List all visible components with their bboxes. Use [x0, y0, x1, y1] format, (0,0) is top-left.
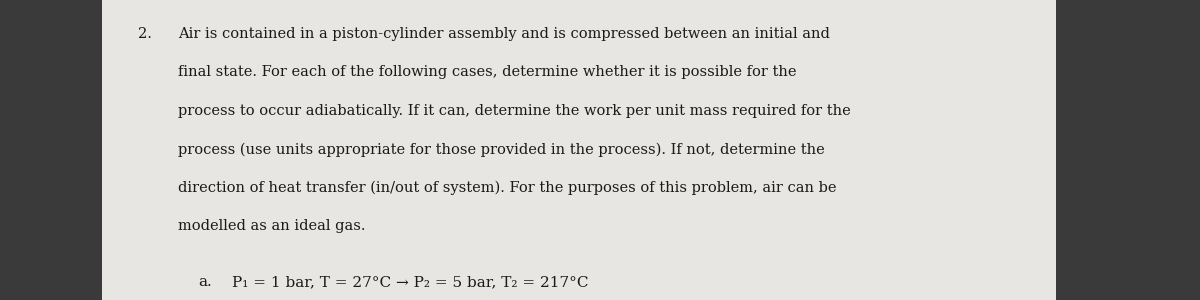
Text: process to occur adiabatically. If it can, determine the work per unit mass requ: process to occur adiabatically. If it ca… — [178, 104, 851, 118]
Text: modelled as an ideal gas.: modelled as an ideal gas. — [178, 219, 365, 233]
Text: process (use units appropriate for those provided in the process). If not, deter: process (use units appropriate for those… — [178, 142, 824, 157]
Text: 2.: 2. — [138, 27, 152, 41]
Text: final state. For each of the following cases, determine whether it is possible f: final state. For each of the following c… — [178, 65, 796, 80]
Text: Air is contained in a piston-cylinder assembly and is compressed between an init: Air is contained in a piston-cylinder as… — [178, 27, 829, 41]
Text: direction of heat transfer (in/out of system). For the purposes of this problem,: direction of heat transfer (in/out of sy… — [178, 181, 836, 195]
Text: a.: a. — [198, 275, 211, 290]
Bar — [102, 0, 1056, 300]
Text: P₁ = 1 bar, T = 27°C → P₂ = 5 bar, T₂ = 217°C: P₁ = 1 bar, T = 27°C → P₂ = 5 bar, T₂ = … — [232, 275, 588, 290]
